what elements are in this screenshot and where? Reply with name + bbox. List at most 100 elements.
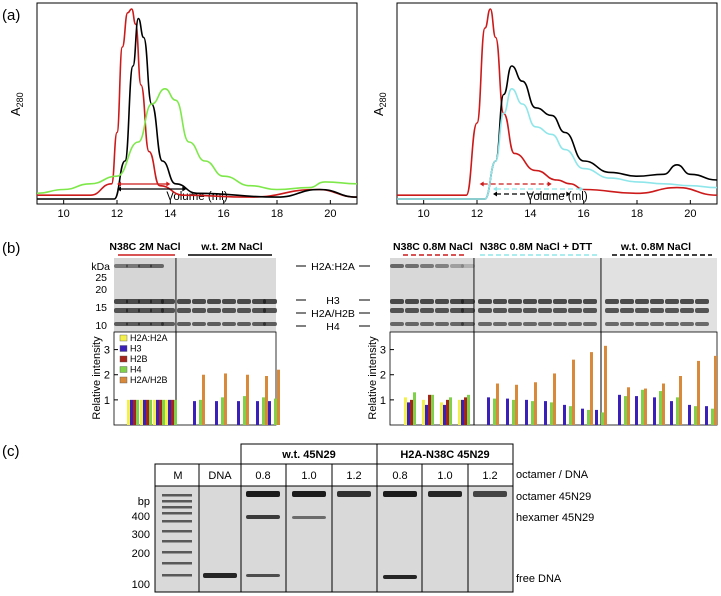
arrow-head — [182, 186, 187, 192]
gel-band — [420, 299, 434, 304]
gel-band — [192, 308, 206, 313]
gel-b-titles: N38C 2M NaCl w.t. 2M NaCl N38C 0.8M NaCl… — [109, 241, 712, 256]
gel-band — [161, 322, 175, 326]
gel-band — [620, 299, 634, 304]
bar — [711, 408, 714, 425]
gel-band — [665, 299, 679, 304]
band-label-h2a-h2b: H2A/H2B — [311, 308, 355, 320]
bp-tick: 100 — [132, 579, 150, 591]
gel-band — [635, 322, 649, 326]
bar — [136, 399, 139, 425]
gel-band — [583, 308, 597, 313]
gel-band — [508, 299, 522, 304]
bar — [237, 401, 240, 425]
gel-band — [538, 322, 552, 326]
bar — [277, 369, 280, 425]
band-label-free-dna: free DNA — [516, 573, 562, 585]
bar — [464, 397, 467, 425]
gel-band — [177, 322, 191, 326]
gel-title-wt-2m: w.t. 2M NaCl — [200, 241, 263, 253]
ladder-band — [162, 520, 192, 523]
x-tick-label: 12 — [111, 208, 123, 220]
group-header-n38c: H2A-N38C 45N29 — [400, 449, 489, 461]
ladder-band — [162, 512, 192, 515]
y-axis-label: Relative intensity — [91, 336, 103, 420]
gel-band — [246, 515, 280, 519]
bar — [130, 399, 133, 425]
arrow-head — [493, 191, 497, 197]
gel-band — [114, 322, 128, 326]
gel-band — [523, 322, 537, 326]
gel-band — [553, 299, 567, 304]
kda-tick: 10 — [95, 320, 107, 332]
bar — [265, 375, 268, 425]
gel-band — [568, 322, 582, 326]
lane-label: M — [173, 470, 182, 482]
gel-band — [207, 322, 221, 326]
x-tick-label: 10 — [418, 208, 430, 220]
bar — [162, 399, 165, 425]
gel-band — [150, 264, 164, 268]
gel-band — [473, 491, 507, 497]
legend-entry: H2B — [130, 354, 148, 364]
gel-band — [461, 264, 475, 268]
gel-band — [126, 299, 140, 304]
gel-band — [428, 491, 462, 497]
gel-band — [192, 299, 206, 304]
bar — [224, 373, 227, 425]
gel-band — [420, 322, 434, 326]
gel-title-n38c-08m-dtt: N38C 0.8M NaCl + DTT — [480, 241, 593, 253]
bar — [443, 404, 446, 425]
gel-band — [383, 491, 417, 497]
gel-band — [292, 491, 326, 497]
gel-band — [435, 322, 449, 326]
gel-panel-c: w.t. 45N29 H2A-N38C 45N29 M DNA 0.8 1.0 1.2 0… — [132, 443, 594, 593]
x-tick-label: 18 — [631, 208, 643, 220]
gel-band — [605, 308, 619, 313]
gel-band — [450, 299, 464, 304]
x-tick-label: 16 — [578, 208, 590, 220]
y-tick-label: 1 — [104, 395, 110, 407]
legend-swatch — [119, 355, 128, 363]
gel-band — [263, 299, 277, 304]
bar — [670, 401, 673, 425]
ladder-band — [162, 494, 192, 497]
bar — [714, 355, 717, 425]
gel-band — [390, 264, 404, 268]
bar — [506, 398, 509, 425]
lane-label: 1.2 — [346, 470, 361, 482]
bar — [262, 397, 265, 425]
x-tick-label: 14 — [164, 208, 176, 220]
panel-label-b: (b) — [2, 240, 20, 257]
gel-band — [207, 299, 221, 304]
gel-band — [538, 308, 552, 313]
bar — [461, 399, 464, 425]
x-tick-label: 20 — [684, 208, 696, 220]
plot-frame — [36, 2, 358, 205]
gel-band — [508, 322, 522, 326]
legend-entry: H2A/H2B — [130, 375, 168, 385]
chromatogram-left: A280 Volume (ml) 10 12 14 16 18 20 — [8, 2, 358, 220]
bar — [133, 399, 136, 425]
band-label-h3: H3 — [326, 295, 340, 307]
gel-band — [680, 308, 694, 313]
bar — [174, 399, 177, 425]
y-tick-label: 2 — [104, 370, 110, 382]
gel-band — [390, 322, 404, 326]
bar — [512, 399, 515, 425]
kda-tick: 25 — [95, 272, 107, 284]
bar — [193, 401, 196, 425]
kda-tick: 15 — [95, 302, 107, 314]
bar — [496, 383, 499, 425]
bp-tick: 400 — [132, 511, 150, 523]
gel-band — [665, 308, 679, 313]
gel-band — [450, 308, 464, 313]
kda-label: kDa — [91, 261, 110, 273]
gel-band — [583, 299, 597, 304]
bar — [404, 397, 407, 425]
bar — [525, 399, 528, 425]
bar-chart-left: Relative intensity 1 2 3 H2A:H2AH3H2BH4H2A… — [91, 331, 280, 426]
gel-band — [523, 308, 537, 313]
